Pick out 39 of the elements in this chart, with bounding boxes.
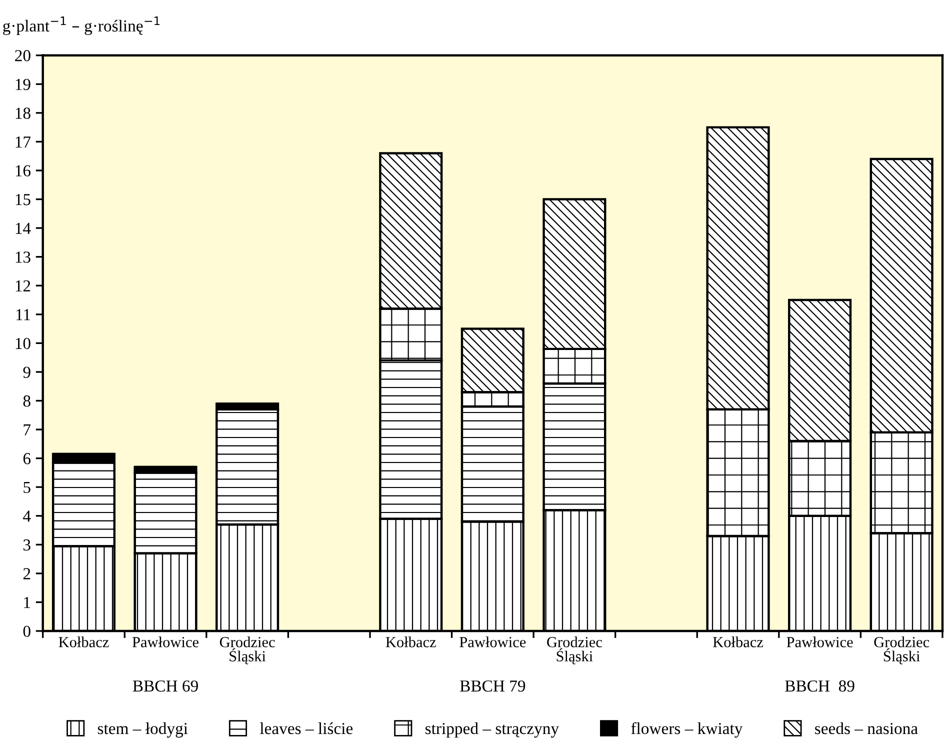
x-tick-label: Kołbacz <box>386 636 436 648</box>
x-tick-label: Pawłowice <box>460 636 526 648</box>
y-tick-label: 20 <box>15 50 30 62</box>
y-tick-label: 11 <box>16 309 30 320</box>
y-tick-label: 3 <box>24 539 30 551</box>
x-tick-label: Pawłowice <box>132 636 199 648</box>
y-tick-label: 18 <box>16 108 30 119</box>
legend-label: seeds – nasiona <box>815 722 918 734</box>
x-tick-label: Grodziec Śląski <box>220 636 275 664</box>
x-tick-label: Kołbacz <box>58 636 109 648</box>
legend-label: stripped – strączyny <box>425 722 559 738</box>
legend-label: flowers – kwiaty <box>631 722 743 738</box>
legend-label: leaves – liście <box>260 722 353 734</box>
y-axis-title: g·plant$^{−1}$ – g·roślinę$^{−1}$ <box>3 16 160 36</box>
y-tick-label: 4 <box>23 510 31 522</box>
y-tick-label: 10 <box>16 338 30 350</box>
legend-label: stem – łodygi <box>98 722 188 738</box>
y-tick-label: 16 <box>16 165 31 176</box>
y-tick-label: 9 <box>23 366 30 378</box>
y-tick-label: 6 <box>23 453 31 464</box>
text: BBCH 89 <box>785 680 854 692</box>
text: BBCH 79 <box>460 680 526 692</box>
x-tick-label: Grodziec Śląski <box>874 636 930 664</box>
y-tick-label: 7 <box>24 424 31 436</box>
y-tick-label: 0 <box>23 626 30 637</box>
y-tick-label: 8 <box>23 395 30 407</box>
y-tick-label: 1 <box>24 596 30 608</box>
y-tick-label: 19 <box>16 78 30 90</box>
x-tick-label: Kołbacz <box>713 636 764 648</box>
x-tick-label: Pawłowice <box>786 636 853 648</box>
y-tick-label: 15 <box>16 194 30 206</box>
y-tick-label: 12 <box>16 280 30 292</box>
text: BBCH 69 <box>132 680 198 692</box>
y-tick-label: 2 <box>23 568 30 580</box>
y-tick-label: 14 <box>16 222 31 234</box>
y-tick-label: 13 <box>16 252 30 263</box>
y-tick-label: 17 <box>16 136 31 148</box>
y-tick-label: 5 <box>24 482 30 494</box>
x-tick-label: Grodziec Śląski <box>547 636 602 664</box>
